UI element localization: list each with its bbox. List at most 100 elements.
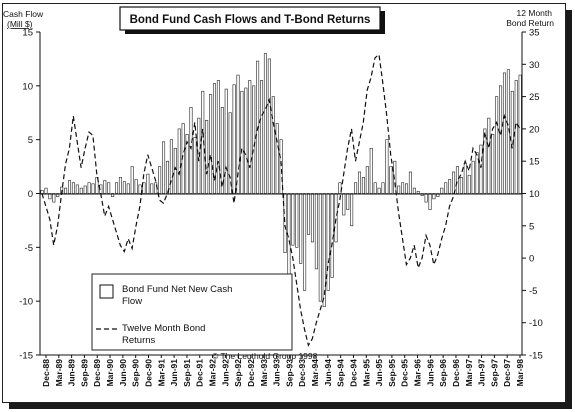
- cash-flow-bar: [134, 179, 138, 194]
- legend-cash-flow-line1: Bond Fund Net New Cash: [122, 284, 232, 295]
- cash-flow-bar: [385, 139, 389, 194]
- x-tick-label: Jun-96: [425, 359, 435, 387]
- bond-return-line: [41, 53, 521, 347]
- x-tick-label: Dec-91: [195, 359, 205, 387]
- x-tick-label: Mar-93: [259, 359, 269, 387]
- cash-flow-bar: [169, 139, 173, 194]
- cash-flow-bar: [83, 185, 87, 194]
- cash-flow-bar: [91, 183, 95, 194]
- x-tick-label: Jun-90: [118, 359, 128, 387]
- x-tick-label: Jun-91: [169, 359, 179, 387]
- right-tick-label: 15: [529, 157, 540, 168]
- right-tick-label: 10: [529, 189, 540, 200]
- cash-flow-bar: [401, 182, 405, 194]
- x-tick-label: Jun-95: [374, 359, 384, 387]
- cash-flow-bar: [318, 193, 322, 302]
- cash-flow-bar: [416, 191, 420, 194]
- cash-flow-bar: [389, 166, 393, 194]
- cash-flow-bar: [361, 177, 365, 194]
- right-tick-label: 30: [529, 60, 540, 71]
- cash-flow-bar: [138, 184, 142, 194]
- cash-flow-bar: [444, 182, 448, 194]
- cash-flow-bar: [404, 183, 409, 194]
- x-tick-label: Dec-90: [144, 359, 154, 387]
- cash-flow-bar: [52, 193, 56, 203]
- x-tick-label: Jun-92: [220, 359, 230, 387]
- cash-flow-bar: [322, 193, 326, 307]
- cash-flow-bar: [314, 193, 318, 270]
- x-tick-label: Mar-94: [310, 359, 320, 387]
- right-tick-label: 35: [529, 28, 540, 39]
- left-tick-label: -10: [19, 297, 33, 308]
- cash-flow-bar: [103, 180, 107, 194]
- cash-flow-bar: [487, 117, 491, 194]
- cash-flow-bar: [115, 182, 119, 194]
- cash-flow-bar: [224, 88, 228, 194]
- cash-flow-bar: [502, 72, 506, 194]
- x-tick-label: Jun-94: [323, 359, 333, 387]
- x-tick-label: Dec-92: [246, 359, 256, 387]
- x-tick-label: Mar-92: [208, 359, 218, 387]
- cash-flow-bar: [424, 193, 428, 203]
- cash-flow-bar: [412, 187, 416, 194]
- cash-flow-bar: [287, 193, 291, 275]
- title-box: [119, 6, 381, 31]
- cash-flow-bar: [228, 112, 232, 194]
- right-tick-label: -10: [529, 318, 543, 329]
- cash-flow-bar: [71, 182, 75, 194]
- cash-flow-bar: [299, 193, 303, 264]
- cash-flow-bar: [260, 80, 264, 194]
- cash-flow-bar: [209, 94, 213, 194]
- cash-flow-bar: [158, 166, 162, 194]
- copyright-note: © The Leuthold Group 1998: [212, 351, 318, 361]
- cash-flow-bar: [455, 166, 459, 194]
- x-tick-label: Dec-89: [92, 359, 102, 387]
- right-tick-label: -15: [529, 351, 543, 362]
- cash-flow-bar: [303, 193, 307, 291]
- cash-flow-bar: [365, 166, 369, 194]
- cash-flow-bar: [334, 193, 338, 243]
- x-tick-label: Sep-94: [336, 359, 346, 387]
- cash-flow-bar: [271, 96, 275, 194]
- x-tick-label: Sep-97: [489, 359, 499, 387]
- right-tick-label: 25: [529, 92, 540, 103]
- cash-flow-bar: [291, 193, 295, 246]
- x-tick-label: Jun-93: [272, 359, 282, 387]
- cash-flow-bar: [342, 193, 346, 216]
- cash-flow-bar: [122, 181, 126, 194]
- cash-flow-bar: [459, 177, 463, 194]
- cash-flow-bar: [240, 90, 244, 194]
- cash-flow-bar: [350, 193, 354, 227]
- cash-flow-bar: [408, 171, 412, 194]
- x-tick-label: Mar-96: [413, 359, 423, 387]
- left-tick-label: 5: [28, 135, 33, 146]
- cash-flow-bar: [75, 184, 79, 194]
- cash-flow-bar: [310, 193, 314, 243]
- cash-flow-bar: [377, 187, 381, 194]
- left-axis-label-line2: (Mill $): [7, 19, 33, 29]
- cash-flow-bar: [518, 74, 522, 194]
- x-tick-label: Mar-97: [464, 359, 474, 387]
- cash-flow-bar: [283, 193, 287, 254]
- cash-flow-bar: [357, 171, 362, 194]
- cash-flow-bar: [428, 193, 432, 210]
- cash-flow-bar: [479, 144, 483, 194]
- right-axis-label-line1: 12 Month: [517, 8, 553, 18]
- cash-flow-bar: [346, 193, 350, 210]
- cash-flow-bar: [44, 187, 48, 194]
- cash-flow-bar: [126, 183, 130, 194]
- cash-flow-bar: [467, 174, 471, 194]
- left-tick-label: -15: [19, 351, 33, 362]
- left-tick-labels: 15 10 5 0 -5 -10 -15: [19, 28, 40, 362]
- cash-flow-bar: [354, 182, 358, 194]
- legend-returns-line1: Twelve Month Bond: [122, 323, 205, 334]
- x-tick-label: Sep-89: [79, 359, 89, 387]
- cash-flow-bar: [252, 85, 256, 194]
- legend-bar-swatch: [99, 284, 114, 299]
- cash-flow-bar: [326, 193, 330, 291]
- cash-flow-bar: [499, 85, 503, 194]
- x-tick-label: Mar-90: [105, 359, 115, 387]
- cash-flow-bar: [193, 137, 197, 194]
- x-tick-label: Jun-97: [477, 359, 487, 387]
